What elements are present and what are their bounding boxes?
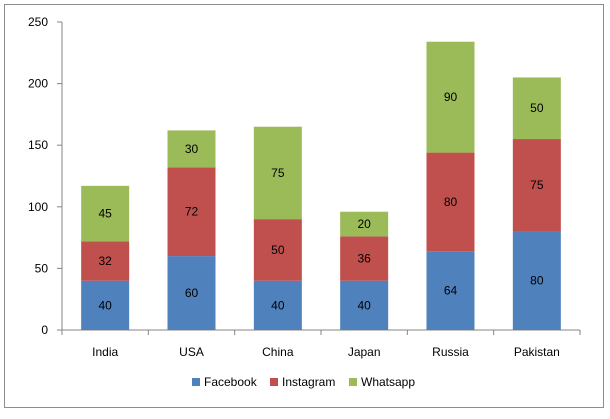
data-label: 75 xyxy=(271,166,285,180)
bar-segment xyxy=(426,251,475,330)
data-label: 40 xyxy=(357,298,371,312)
data-label: 50 xyxy=(271,243,285,257)
data-label: 72 xyxy=(185,205,199,219)
legend-label: Instagram xyxy=(282,375,335,389)
y-tick-label: 150 xyxy=(28,138,48,152)
data-label: 40 xyxy=(98,298,112,312)
bar-segment xyxy=(426,152,475,252)
bar-segment xyxy=(253,280,302,330)
bar-segment xyxy=(81,185,130,242)
y-axis: 0 50 100 150 200 250 xyxy=(28,15,63,337)
bar-segment xyxy=(81,280,130,330)
bar-segment xyxy=(512,77,561,140)
legend-swatch xyxy=(349,378,357,386)
legend-label: Facebook xyxy=(204,375,258,389)
bar-segment xyxy=(340,236,389,281)
y-tick-label: 50 xyxy=(35,261,49,275)
y-tick-label: 200 xyxy=(28,77,48,91)
data-label: 80 xyxy=(530,274,544,288)
data-label: 90 xyxy=(444,90,458,104)
legend-label: Whatsapp xyxy=(361,375,415,389)
bars: 40 32 45 60 72 30 40 50 75 40 36 20 64 80 90 80 75 50 xyxy=(81,41,561,330)
bar-segment xyxy=(253,219,302,281)
y-tick-label: 0 xyxy=(41,323,48,337)
legend: Facebook Instagram Whatsapp xyxy=(192,375,415,389)
bar-segment xyxy=(340,280,389,330)
legend-swatch xyxy=(270,378,278,386)
bar-segment xyxy=(167,256,216,330)
data-label: 36 xyxy=(357,252,371,266)
x-tick-label: Pakistan xyxy=(514,345,560,359)
bar-segment xyxy=(167,130,216,168)
data-label: 50 xyxy=(530,101,544,115)
bar-segment xyxy=(253,126,302,220)
data-label: 64 xyxy=(444,284,458,298)
legend-swatch xyxy=(192,378,200,386)
data-label: 60 xyxy=(185,286,199,300)
x-tick-label: Russia xyxy=(432,345,469,359)
bar-segment xyxy=(81,241,130,281)
y-tick-label: 250 xyxy=(28,15,48,29)
data-label: 40 xyxy=(271,298,285,312)
x-tick-label: India xyxy=(92,345,118,359)
bar-segment xyxy=(512,231,561,330)
x-tick-label: Japan xyxy=(348,345,381,359)
bar-segment xyxy=(512,139,561,232)
data-label: 30 xyxy=(185,142,199,156)
data-label: 80 xyxy=(444,195,458,209)
bar-segment xyxy=(426,41,475,153)
data-label: 75 xyxy=(530,178,544,192)
data-label: 32 xyxy=(98,254,112,268)
x-tick-label: China xyxy=(262,345,294,359)
bar-segment xyxy=(167,167,216,257)
x-tick-label: USA xyxy=(179,345,204,359)
x-axis: India USA China Japan Russia Pakistan xyxy=(61,329,581,359)
y-tick-label: 100 xyxy=(28,200,48,214)
data-label: 45 xyxy=(98,207,112,221)
data-label: 20 xyxy=(357,217,371,231)
bar-segment xyxy=(340,211,389,237)
